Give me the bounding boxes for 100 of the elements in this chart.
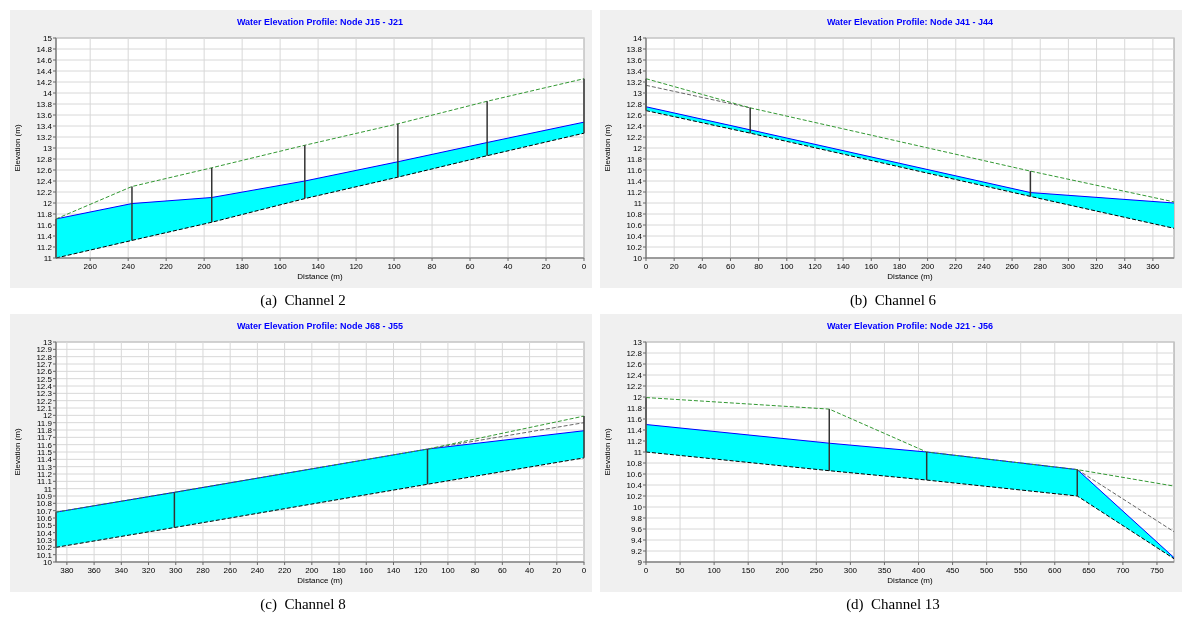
y-tick-label: 12.8	[36, 352, 53, 362]
line-series	[55, 415, 585, 513]
x-tick-label: 400	[911, 566, 926, 575]
x-tick-label: 100	[387, 262, 402, 271]
y-tick-label: 12	[633, 144, 643, 153]
x-tick-label: 220	[159, 262, 174, 271]
y-tick-label: 13	[633, 338, 643, 347]
y-tick-label: 12	[43, 411, 53, 421]
x-tick-label: 450	[945, 566, 960, 575]
y-tick-label: 11.5	[37, 448, 53, 457]
y-tick-label: 10.6	[626, 470, 643, 479]
y-tick-label: 13.6	[36, 111, 53, 120]
y-tick-label: 10.4	[626, 481, 643, 490]
y-tick-label: 11.6	[627, 166, 643, 175]
x-tick-label: 100	[441, 566, 456, 575]
y-tick-label: 11.8	[627, 404, 643, 413]
y-tick-label: 13	[43, 144, 53, 153]
x-tick-label: 600	[1048, 566, 1062, 575]
x-tick-label: 180	[892, 262, 907, 271]
y-tick-label: 10.2	[36, 543, 53, 553]
x-tick-label: 360	[87, 566, 102, 575]
x-tick-label: 700	[1116, 566, 1131, 575]
x-tick-label: 260	[1005, 262, 1020, 271]
y-tick-label: 15	[43, 34, 53, 43]
y-tick-label: 11.8	[627, 155, 643, 164]
y-tick-label: 10.6	[626, 221, 643, 230]
y-tick-label: 10	[633, 254, 643, 263]
x-tick-label: 100	[780, 262, 795, 271]
y-tick-label: 11.6	[627, 415, 643, 424]
y-tick-label: 10.4	[626, 232, 643, 241]
y-tick-label: 12.6	[626, 111, 643, 120]
y-tick-label: 10.6	[36, 514, 53, 523]
text: (a) Channel 2	[260, 292, 346, 309]
x-tick-label: 60	[465, 262, 476, 271]
x-tick-label: 140	[386, 566, 401, 575]
text: (c) Channel 8	[260, 596, 346, 613]
y-tick-label: 12.3	[36, 389, 53, 399]
y-tick-label: 13.8	[626, 45, 643, 54]
y-tick-label: 11.4	[37, 232, 53, 241]
x-axis-title: Distance (m)	[297, 272, 343, 281]
y-tick-label: 9.2	[630, 547, 643, 556]
x-tick-label: 40	[525, 566, 535, 575]
x-tick-label: 200	[305, 566, 320, 575]
chart-title: Water Elevation Profile: Node J21 - J56	[826, 321, 994, 331]
y-tick-label: 14.8	[36, 45, 53, 54]
y-tick-label: 11.6	[37, 221, 53, 230]
y-tick-label: 11.1	[37, 477, 53, 487]
x-tick-label: 40	[503, 262, 514, 271]
y-tick-label: 10.2	[626, 243, 643, 252]
y-tick-label: 13.2	[36, 133, 53, 142]
line-series	[645, 397, 1175, 487]
y-axis-title: Elevation (m)	[603, 124, 612, 172]
x-tick-label: 50	[675, 566, 686, 575]
y-tick-label: 11.3	[37, 462, 53, 472]
y-tick-label: 14	[43, 89, 53, 98]
y-tick-label: 10.7	[36, 506, 53, 516]
chart-title: Water Elevation Profile: Node J68 - J55	[236, 321, 404, 331]
x-tick-label: 550	[1014, 566, 1028, 575]
y-tick-label: 10.8	[626, 210, 643, 219]
x-tick-label: 80	[754, 262, 764, 271]
y-tick-label: 12.2	[626, 382, 643, 391]
x-tick-label: 120	[349, 262, 364, 271]
y-tick-label: 12.4	[626, 122, 643, 131]
y-axis-title: Elevation (m)	[13, 428, 22, 476]
y-tick-label: 12	[43, 199, 53, 208]
y-tick-label: 11	[633, 199, 643, 208]
y-tick-label: 11.4	[37, 455, 53, 465]
y-tick-label: 12	[633, 393, 643, 402]
y-tick-label: 11.4	[627, 426, 643, 435]
x-tick-label: 360	[1146, 262, 1161, 271]
text: (b) Channel 6	[849, 292, 937, 309]
y-tick-label: 11.6	[37, 440, 53, 450]
x-tick-label: 160	[359, 566, 374, 575]
x-tick-label: 20	[669, 262, 680, 271]
y-tick-label: 9.4	[630, 536, 643, 545]
x-tick-label: 750	[1150, 566, 1165, 575]
y-tick-label: 11.2	[627, 188, 643, 197]
y-tick-label: 11.2	[627, 437, 643, 446]
x-tick-label: 200	[920, 262, 935, 271]
y-tick-label: 10.2	[626, 492, 643, 501]
y-tick-label: 10.4	[36, 528, 53, 538]
y-tick-label: 13.4	[36, 122, 53, 131]
y-tick-label: 11.2	[37, 243, 53, 252]
x-tick-label: 60	[497, 566, 508, 575]
x-tick-label: 240	[250, 566, 265, 575]
y-tick-label: 11.8	[37, 426, 53, 435]
x-tick-label: 40	[697, 262, 708, 271]
y-tick-label: 10.1	[36, 550, 53, 560]
x-tick-label: 0	[643, 262, 649, 271]
y-tick-label: 13.4	[626, 67, 643, 76]
x-tick-label: 320	[141, 566, 156, 575]
y-tick-label: 10.9	[36, 492, 53, 501]
x-tick-label: 300	[1061, 262, 1076, 271]
x-tick-label: 140	[836, 262, 851, 271]
x-tick-label: 220	[277, 566, 292, 575]
x-tick-label: 180	[235, 262, 250, 271]
y-tick-label: 11.2	[37, 470, 53, 479]
x-tick-label: 340	[114, 566, 129, 575]
x-tick-label: 180	[332, 566, 347, 575]
x-tick-label: 120	[808, 262, 823, 271]
